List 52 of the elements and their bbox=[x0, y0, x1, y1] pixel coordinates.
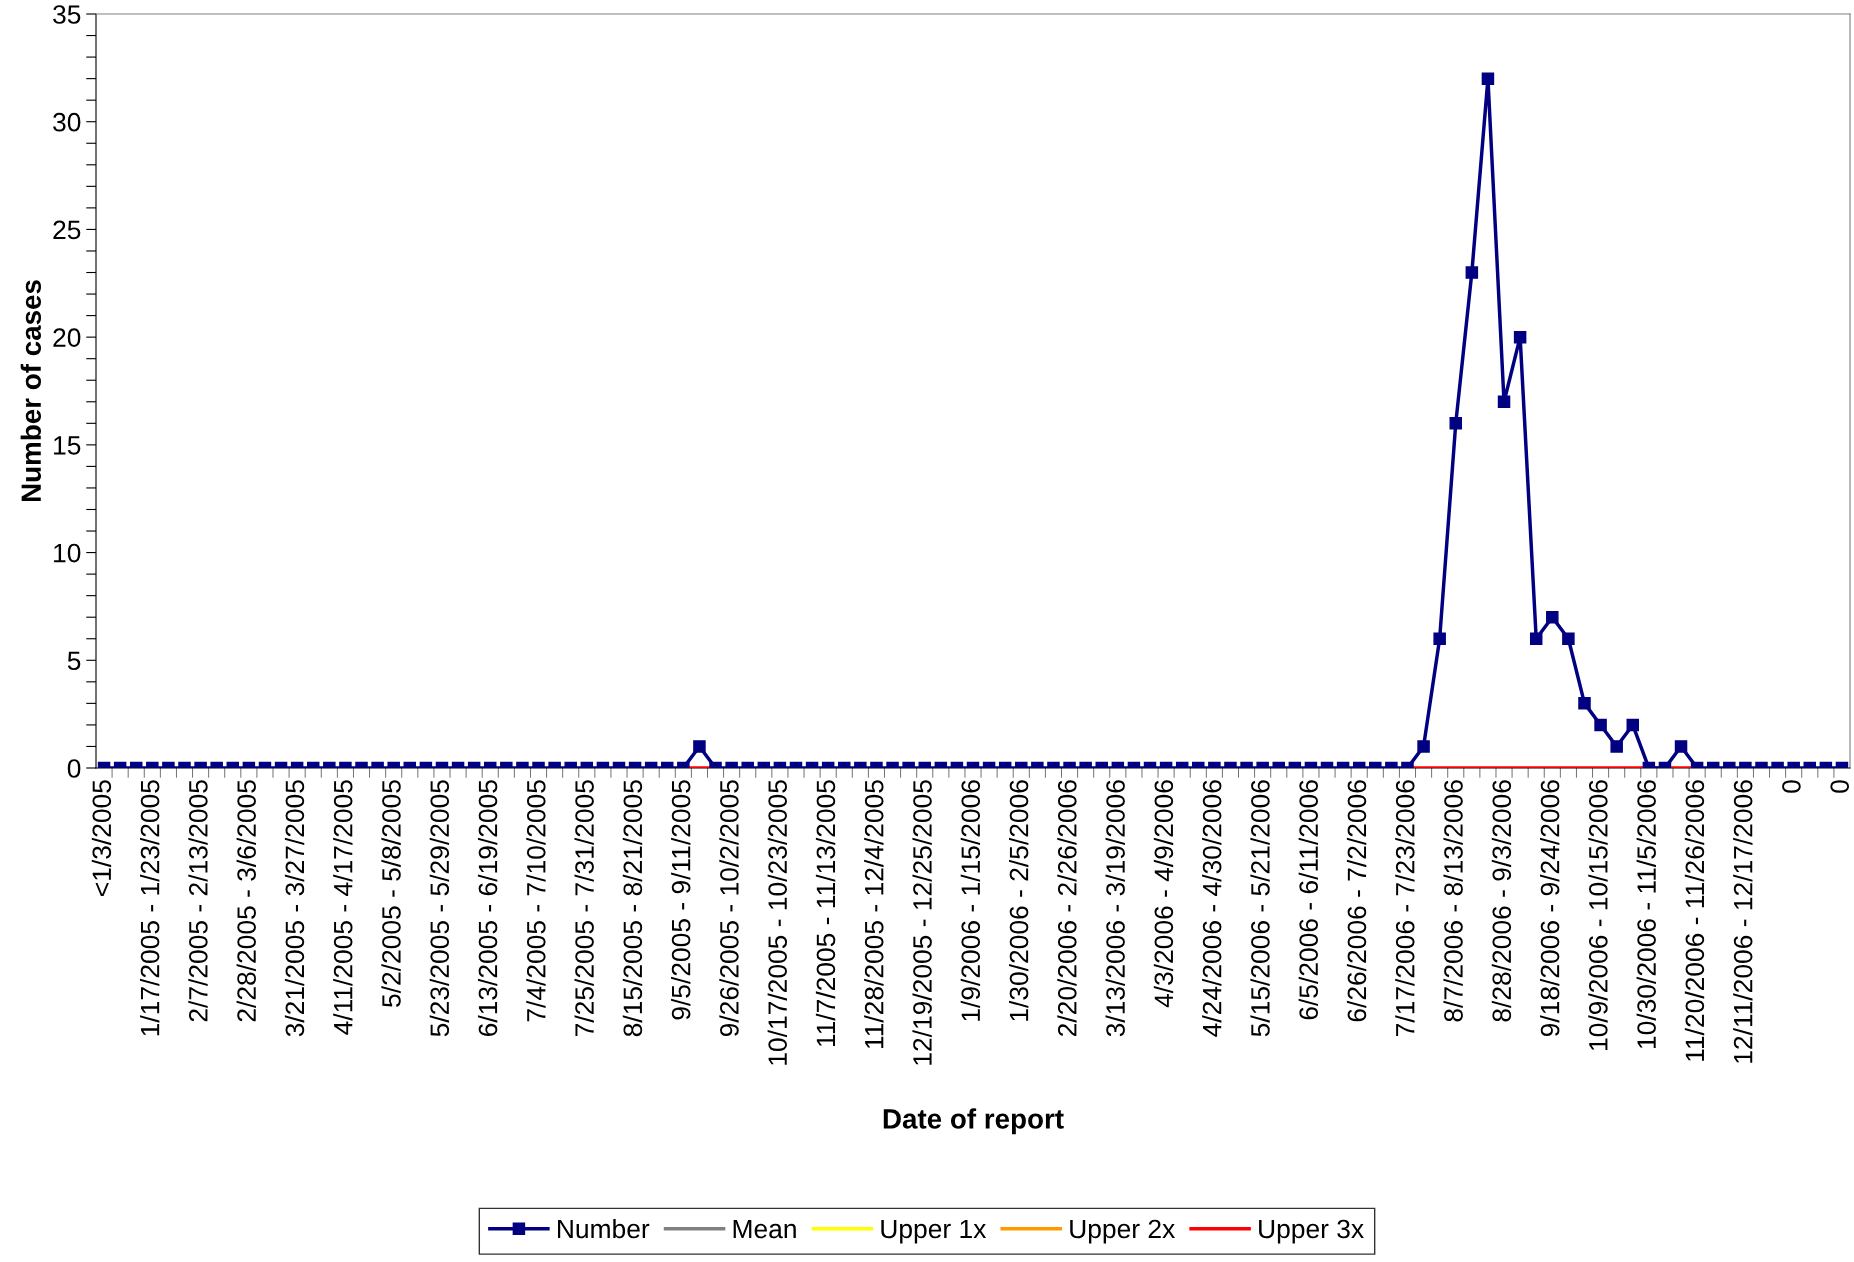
y-tick-label: 20 bbox=[53, 328, 81, 347]
legend-label: Upper 3x bbox=[1259, 1219, 1364, 1244]
x-tick-label: 10/9/2006 - 10/15/2006 bbox=[1588, 780, 1608, 1050]
y-tick-label: 15 bbox=[54, 436, 81, 455]
y-tick-label: 10 bbox=[54, 543, 81, 563]
y-tick-label: 30 bbox=[53, 112, 81, 132]
x-tick-label: 3/21/2005 - 3/27/2005 bbox=[284, 780, 305, 1037]
x-tick-label: 8/15/2005 - 8/21/2005 bbox=[622, 780, 643, 1037]
x-tick-label: 10/17/2005 - 10/23/2005 bbox=[767, 780, 787, 1065]
legend-label: Upper 1x bbox=[881, 1219, 987, 1244]
legend-label: Upper 2x bbox=[1070, 1219, 1175, 1244]
x-axis-title: Date of report bbox=[883, 1108, 1064, 1135]
x-tick-label: <1/3/2005 bbox=[91, 780, 112, 896]
x-tick-label: 5/15/2006 - 5/21/2006 bbox=[1250, 780, 1270, 1037]
x-tick-label: 7/17/2006 - 7/23/2006 bbox=[1395, 780, 1415, 1036]
y-tick-label: 35 bbox=[53, 5, 81, 24]
x-tick-label: 9/18/2006 - 9/24/2006 bbox=[1540, 780, 1560, 1037]
x-tick-label: 4/3/2006 - 4/9/2006 bbox=[1153, 780, 1174, 1008]
x-tick-label: 0 bbox=[1830, 780, 1850, 793]
x-tick-label: 6/26/2006 - 7/2/2006 bbox=[1346, 780, 1367, 1022]
x-tick-label: 2/7/2005 - 2/13/2005 bbox=[188, 780, 208, 1022]
x-tick-label: 6/13/2005 - 6/19/2005 bbox=[477, 780, 498, 1036]
y-tick-label: 0 bbox=[67, 759, 81, 778]
x-tick-label: 10/30/2006 - 11/5/2006 bbox=[1636, 780, 1656, 1049]
y-axis-title: Number of cases bbox=[20, 280, 42, 502]
x-tick-label: 5/2/2005 - 5/8/2005 bbox=[381, 780, 401, 1007]
x-tick-label: 7/4/2005 - 7/10/2005 bbox=[526, 780, 546, 1022]
y-tick-label: 5 bbox=[67, 651, 81, 671]
x-tick-label: 11/20/2006 - 11/26/2006 bbox=[1684, 780, 1705, 1061]
x-tick-label: 4/11/2005 - 4/17/2005 bbox=[333, 780, 353, 1035]
x-tick-label: 1/9/2006 - 1/15/2006 bbox=[960, 780, 981, 1021]
x-tick-label: 9/26/2005 - 10/2/2005 bbox=[719, 780, 739, 1037]
x-tick-label: 5/23/2005 - 5/29/2005 bbox=[429, 780, 450, 1037]
x-tick-label: 11/28/2005 - 12/4/2005 bbox=[864, 780, 884, 1049]
x-tick-label: 9/5/2005 - 9/11/2005 bbox=[671, 780, 691, 1020]
x-tick-label: 4/24/2006 - 4/30/2006 bbox=[1202, 780, 1222, 1037]
legend-label: Mean bbox=[733, 1219, 796, 1239]
x-tick-label: 2/28/2005 - 3/6/2005 bbox=[236, 780, 256, 1022]
x-tick-label: 1/30/2006 - 2/5/2006 bbox=[1008, 780, 1029, 1021]
x-tick-label: 12/19/2005 - 12/25/2005 bbox=[912, 780, 932, 1065]
x-tick-label: 12/11/2006 - 12/17/2006 bbox=[1733, 780, 1753, 1063]
x-tick-label: 2/20/2006 - 2/26/2006 bbox=[1057, 780, 1077, 1036]
x-tick-label: 8/28/2006 - 9/3/2006 bbox=[1491, 780, 1512, 1022]
x-tick-label: 6/5/2006 - 6/11/2006 bbox=[1298, 780, 1319, 1020]
x-tick-label: 11/7/2005 - 11/13/2005 bbox=[815, 780, 836, 1047]
legend-label: Number bbox=[558, 1218, 650, 1239]
x-tick-label: 7/25/2005 - 7/31/2005 bbox=[574, 780, 594, 1036]
x-tick-label: 3/13/2006 - 3/19/2006 bbox=[1105, 780, 1125, 1037]
x-tick-label: 0 bbox=[1782, 780, 1801, 793]
y-tick-label: 25 bbox=[53, 220, 81, 240]
x-tick-label: 8/7/2006 - 8/13/2006 bbox=[1443, 780, 1463, 1022]
x-tick-label: 1/17/2005 - 1/23/2005 bbox=[140, 780, 160, 1036]
